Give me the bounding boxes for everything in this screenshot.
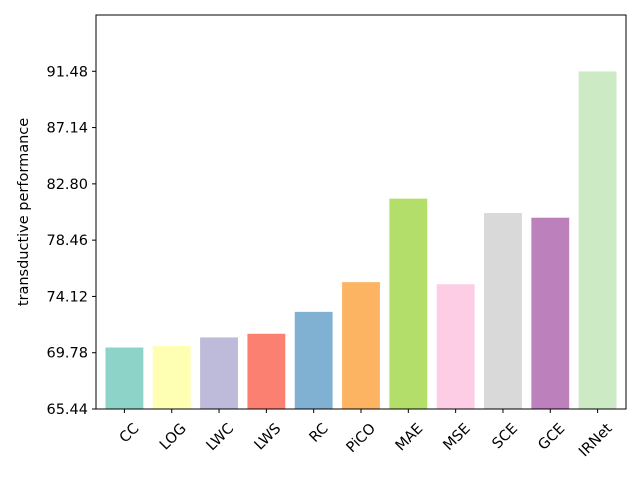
y-tick-label: 91.48 [46,64,88,80]
bar-lwc [200,337,238,409]
bar-mae [389,198,428,409]
x-tick-label: SCE [490,421,521,452]
x-tick-label: RC [307,421,332,446]
y-axis-ticks: 65.44 69.78 74.12 78.46 82.80 87.14 91.48 [46,64,96,418]
y-tick-label: 69.78 [46,346,88,362]
bars-group [105,71,617,409]
bar-cc [105,347,144,409]
x-tick-label: CC [117,421,143,447]
bar-rc [294,311,333,409]
x-tick-label: GCE [535,421,568,454]
bar-log [152,345,191,409]
bar-mse [436,284,475,409]
x-tick-label: LWC [204,421,237,454]
bar-pico [342,282,380,409]
bar-irnet [578,71,617,409]
x-tick-label: MSE [441,421,474,454]
y-tick-label: 87.14 [46,121,88,137]
y-axis-label: transductive performance [16,118,32,306]
bar-gce [531,217,570,409]
y-tick-label: 74.12 [46,289,88,305]
y-tick-label: 65.44 [46,402,88,418]
x-tick-label: LOG [157,421,190,454]
y-tick-label: 82.80 [46,177,88,193]
bar-lws [247,333,286,409]
x-axis-ticks: CC LOG LWC LWS RC PiCO MAE MSE SCE GCE IRNet [117,409,616,460]
x-tick-label: PiCO [344,421,379,456]
x-tick-label: LWS [252,421,285,454]
y-tick-label: 78.46 [46,233,88,249]
x-tick-label: MAE [393,421,427,455]
bar-sce [484,213,522,409]
plot-frame [95,14,627,410]
x-tick-label: IRNet [576,421,616,461]
